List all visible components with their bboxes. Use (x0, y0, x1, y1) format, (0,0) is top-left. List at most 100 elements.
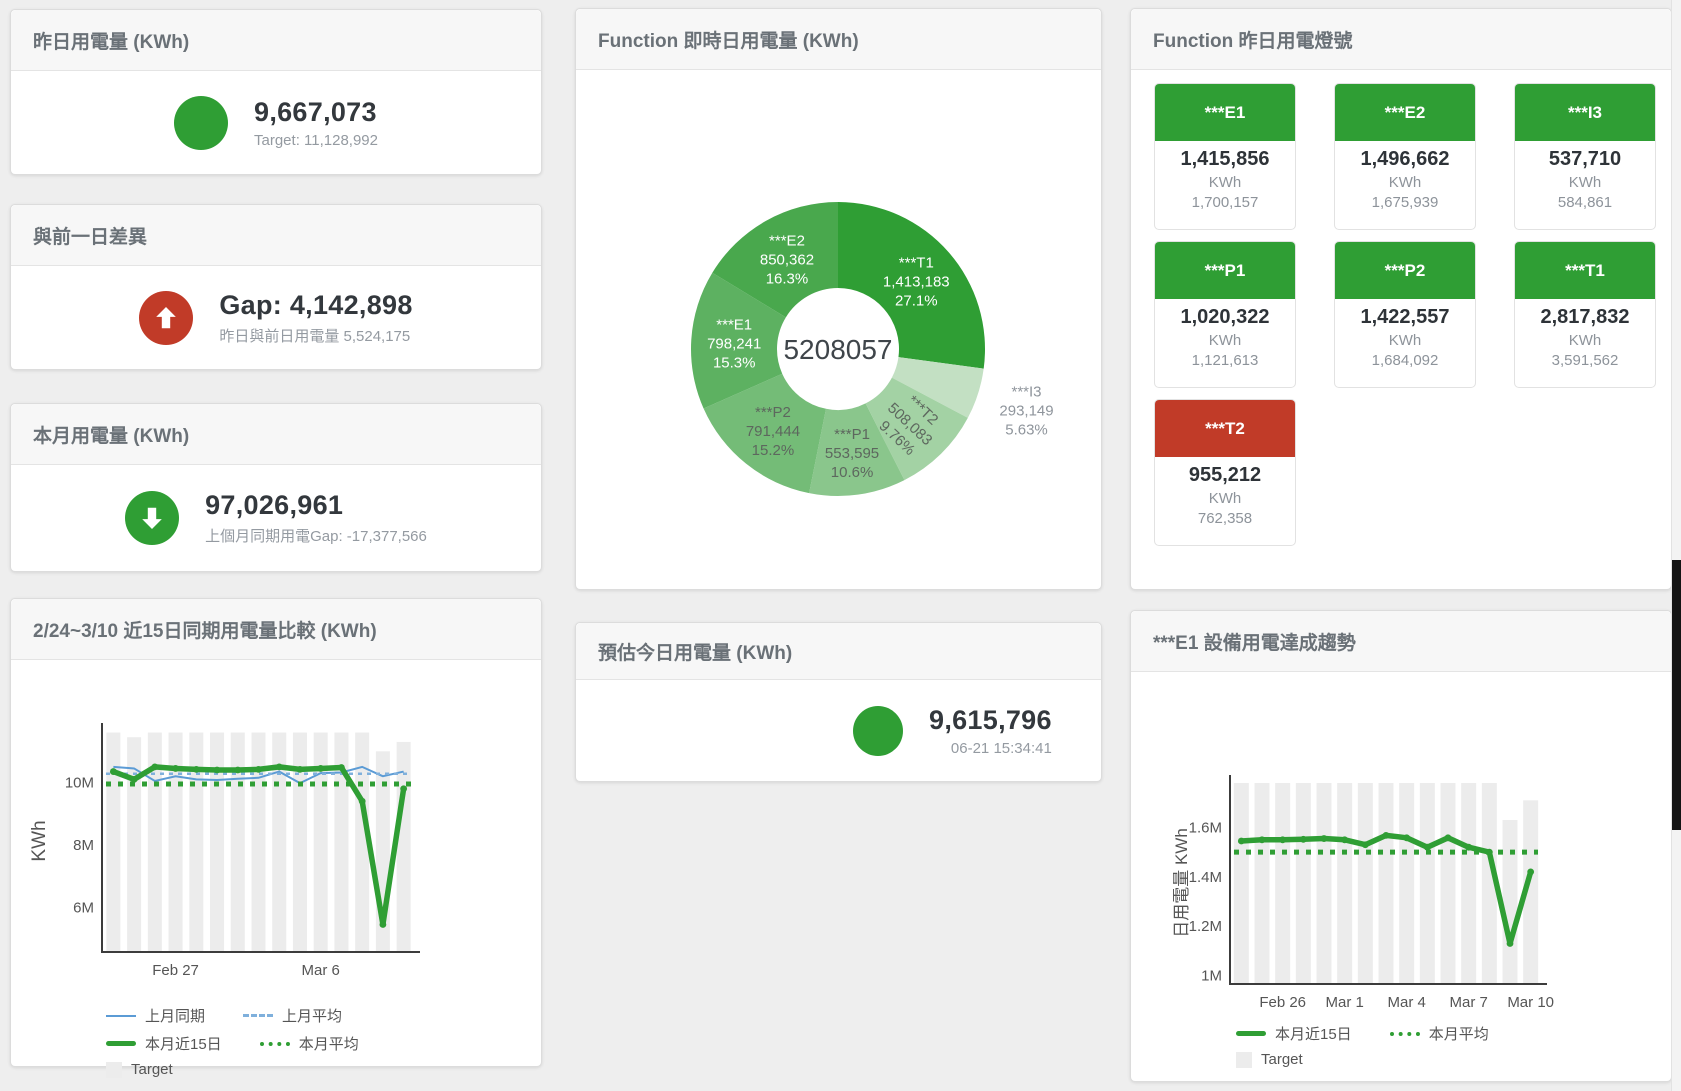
donut-slice-t2[interactable] (865, 377, 968, 481)
tile-unit-t2: KWh (1208, 490, 1242, 507)
tile-target-e1: 1,700,157 (1191, 194, 1259, 211)
series-point (1444, 834, 1452, 842)
tile-header-i3: ***I3 (1515, 84, 1655, 141)
x-tick: Feb 26 (1259, 994, 1306, 1011)
legend-label: 本月平均 (298, 1036, 359, 1053)
tile-unit-p1: KWh (1208, 332, 1242, 349)
series-point (130, 775, 138, 783)
e1-trend-legend: 本月近15日 本月平均 Target (1236, 1023, 1489, 1068)
series-point (172, 765, 179, 772)
status-tile-e1: ***E1 1,415,856 KWh 1,700,157 (1154, 83, 1296, 230)
legend-swatch-dots (1389, 1031, 1420, 1036)
donut-label-p2: ***P2 791,444 15.2% (746, 404, 800, 459)
donut-center-total: 5208057 (783, 334, 892, 365)
tile-target-t1: 3,591,562 (1551, 352, 1619, 369)
tile-target-i3: 584,861 (1557, 194, 1613, 211)
series-point (338, 764, 345, 771)
status-lights-grid: ***E1 1,415,856 KWh 1,700,157 ***E2 1,496,662… (1154, 83, 1656, 546)
x-tick: Mar 1 (1325, 994, 1363, 1011)
card-compare-chart-header: 2/24~3/10 近15日同期用電量比較 (KWh) (11, 599, 541, 660)
tile-header-t1: ***T1 (1515, 242, 1655, 299)
series-point (1527, 868, 1535, 876)
donut-label-i3: ***I3 293,149 5.63% (999, 384, 1053, 439)
legend-item[interactable]: Target (1236, 1051, 1303, 1068)
legend-item[interactable]: 本月近15日 (1236, 1023, 1352, 1044)
target-bar (251, 732, 266, 951)
series-point (317, 765, 325, 772)
legend-swatch-thick (1236, 1031, 1266, 1036)
day-gap-subtitle: 昨日與前日用電量 5,524,175 (219, 327, 411, 345)
day-gap-body: Gap: 4,142,898 昨日與前日用電量 5,524,175 (11, 266, 541, 369)
donut-slice-p1[interactable] (809, 403, 905, 496)
tile-header-t2: ***T2 (1155, 400, 1295, 457)
series-point (1299, 835, 1307, 843)
compare-chart-title: 2/24~3/10 近15日同期用電量比較 (KWh) (33, 620, 377, 642)
legend-label: 本月平均 (1428, 1026, 1489, 1043)
card-compare-chart: 2/24~3/10 近15日同期用電量比較 (KWh) 6M 8M 10M Feb 2… (10, 598, 542, 1078)
legend-item[interactable]: 本月平均 (1389, 1023, 1489, 1044)
target-bar (168, 732, 183, 951)
y-tick: 1.6M (1189, 819, 1222, 836)
tile-value-e2: 1,496,662 (1360, 148, 1450, 170)
card-yesterday-usage: 昨日用電量 (KWh) 9,667,073 Target: 11,128,992 (10, 9, 542, 175)
series-point (1506, 940, 1514, 947)
target-bar (313, 732, 328, 951)
card-day-gap: 與前一日差異 Gap: 4,142,898 昨日與前日用電量 5,524,175 (10, 204, 542, 370)
tile-header-p2: ***P2 (1335, 242, 1475, 299)
target-bar (189, 732, 204, 951)
target-bar (1481, 783, 1497, 983)
month-usage-value: 97,026,961 (205, 490, 344, 520)
month-usage-body: 97,026,961 上個月同期用電Gap: -17,377,566 (11, 465, 541, 571)
yesterday-usage-value: 9,667,073 (254, 96, 377, 127)
legend-item[interactable]: 本月近15日 (106, 1033, 222, 1054)
donut-label-p1: ***P1 553,595 10.6% (825, 426, 879, 481)
target-bar (1378, 783, 1394, 983)
donut-slice-e2[interactable] (712, 202, 838, 318)
legend-swatch-dash (243, 1014, 274, 1017)
estimate-today-title: 預估今日用電量 (KWh) (598, 642, 793, 664)
tile-header-e2: ***E2 (1335, 84, 1475, 141)
series-point (379, 921, 387, 928)
series-point (109, 768, 117, 775)
legend-item[interactable]: 本月平均 (259, 1033, 359, 1054)
donut-slice-i3[interactable] (891, 357, 984, 418)
donut-slice-e1[interactable] (691, 272, 786, 409)
tile-value-e1: 1,415,856 (1180, 148, 1270, 170)
series-point (358, 797, 366, 805)
tile-target-p1: 1,121,613 (1191, 352, 1259, 369)
target-bar (106, 732, 121, 951)
series-point (151, 763, 159, 771)
yesterday-usage-target: Target: 11,128,992 (254, 131, 378, 149)
y-tick: 1.4M (1189, 869, 1222, 886)
legend-item[interactable]: 上月同期 (106, 1005, 205, 1026)
donut-slice-t1[interactable] (838, 202, 985, 369)
legend-item[interactable]: 上月平均 (243, 1005, 342, 1026)
legend-label: 本月近15日 (145, 1036, 222, 1053)
month-usage-gap: 上個月同期用電Gap: -17,377,566 (205, 528, 427, 545)
tile-value-t1: 2,817,832 (1540, 306, 1630, 328)
target-bar (127, 737, 142, 951)
status-tile-i3: ***I3 537,710 KWh 584,861 (1514, 83, 1656, 230)
legend-label: 本月近15日 (1275, 1026, 1352, 1043)
tile-unit-e2: KWh (1388, 174, 1422, 191)
day-gap-value: Gap: 4,142,898 (219, 289, 413, 320)
legend-label: Target (1261, 1051, 1303, 1068)
tile-target-t2: 762,358 (1197, 510, 1253, 527)
donut-slice-p2[interactable] (703, 373, 827, 494)
target-bar (210, 732, 225, 951)
x-tick: Mar 10 (1507, 994, 1554, 1011)
page-scrollbar-track[interactable] (1671, 0, 1681, 1091)
target-bar (230, 732, 245, 951)
legend-swatch-thin (106, 1014, 136, 1017)
tile-value-p2: 1,422,557 (1360, 306, 1450, 328)
target-bar (272, 732, 287, 951)
donut-label-e1: ***E1 798,241 15.3% (707, 316, 761, 371)
tile-target-e2: 1,675,939 (1371, 194, 1439, 211)
tile-unit-i3: KWh (1568, 174, 1602, 191)
target-bar (1399, 783, 1415, 983)
page-scrollbar-thumb[interactable] (1672, 560, 1681, 830)
y-axis-label: KWh (29, 820, 50, 861)
legend-item[interactable]: Target (106, 1061, 173, 1078)
tile-unit-p2: KWh (1388, 332, 1422, 349)
series-point (1465, 843, 1473, 851)
